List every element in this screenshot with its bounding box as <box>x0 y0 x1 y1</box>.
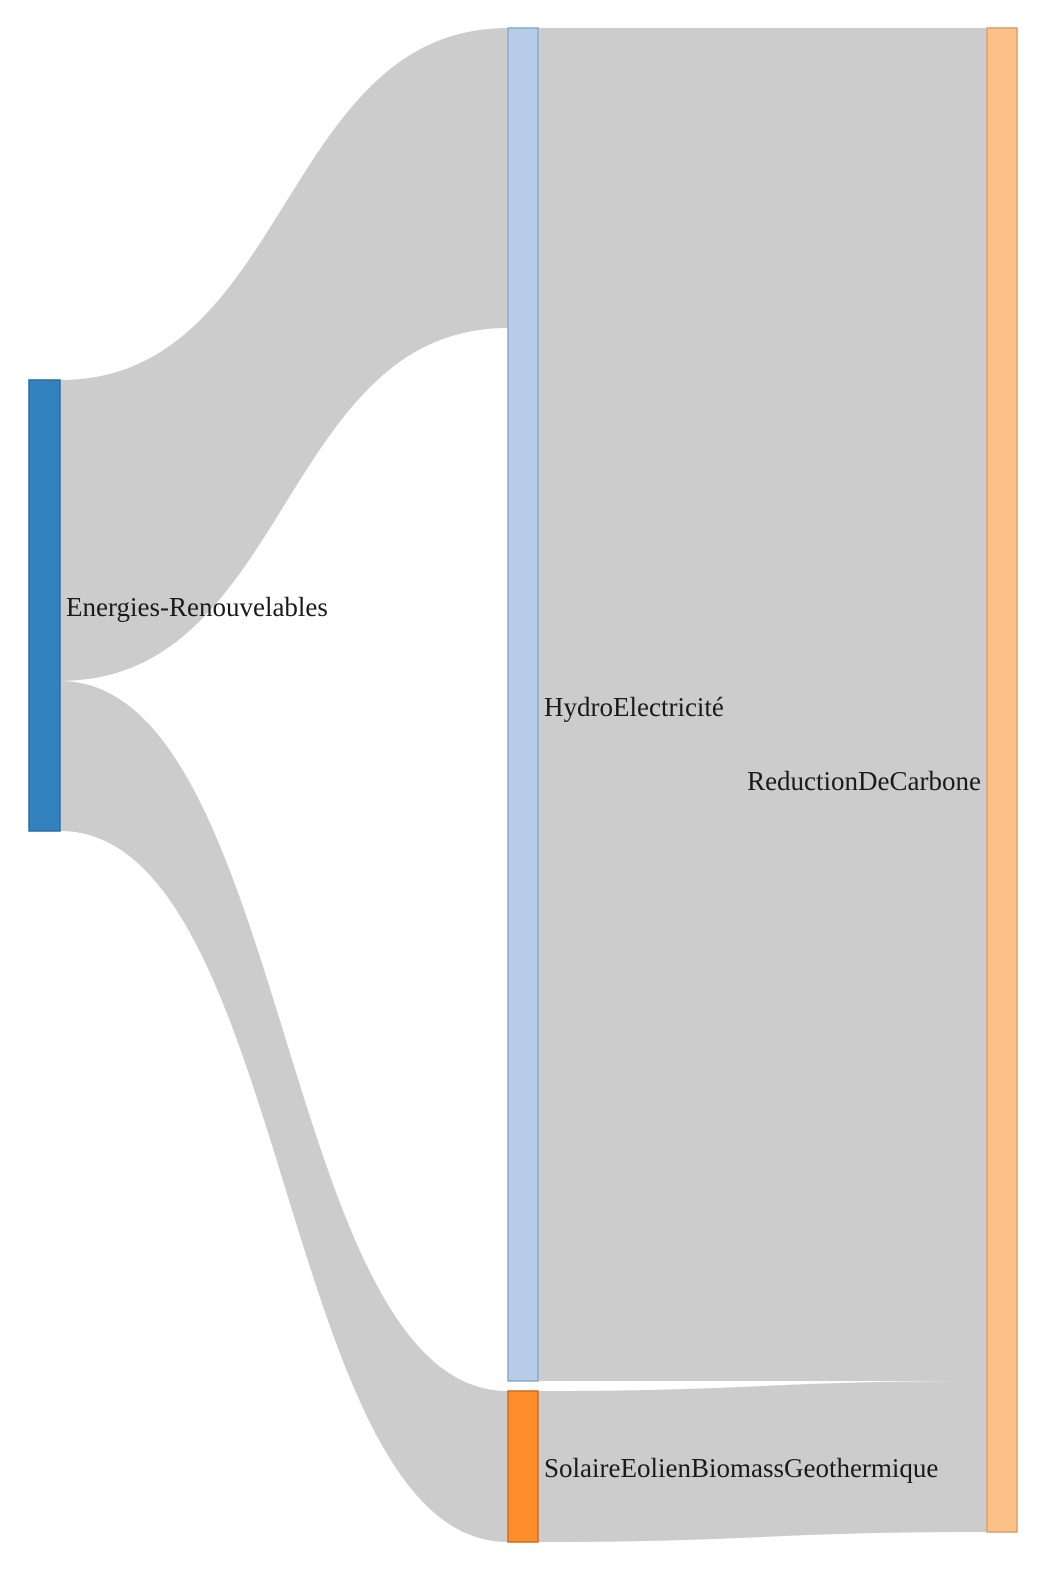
flow-energies-to-solaire <box>60 681 508 1542</box>
flow-hydro-to-reduction <box>538 28 988 1381</box>
label-energies-renouvelables: Energies-Renouvelables <box>66 592 328 622</box>
flow-solaire-to-reduction <box>538 1381 988 1542</box>
node-hydroelectricite <box>507 27 539 1382</box>
flow-energies-to-hydro <box>60 28 508 681</box>
label-solaire-eolien-biomass-geothermique: SolaireEolienBiomassGeothermique <box>544 1453 938 1483</box>
node-solaire-eolien-biomass-geothermique <box>507 1390 539 1543</box>
node-energies-renouvelables <box>28 379 61 832</box>
label-hydroelectricite: HydroElectricité <box>544 692 724 722</box>
label-reduction-de-carbone: ReductionDeCarbone <box>747 766 981 796</box>
node-reduction-de-carbone <box>986 27 1018 1533</box>
